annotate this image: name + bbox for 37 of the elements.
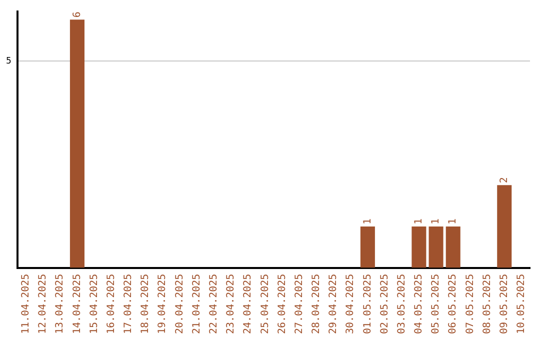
x-tick-label: 30.04.2025 <box>345 274 356 334</box>
data-label: 1 <box>362 218 374 224</box>
data-label: 1 <box>414 218 425 224</box>
x-tick-label: 26.04.2025 <box>276 274 288 334</box>
data-label: 2 <box>498 177 510 184</box>
x-tick-label: 02.05.2025 <box>379 274 390 334</box>
x-tick-label: 15.04.2025 <box>88 274 100 334</box>
x-tick-label: 07.05.2025 <box>464 274 476 334</box>
x-tick-label: 28.04.2025 <box>311 274 322 334</box>
x-tick-label: 03.05.2025 <box>396 274 408 334</box>
data-label: 1 <box>448 218 459 224</box>
y-tick-label: 5 <box>6 56 12 66</box>
x-tick-label: 12.04.2025 <box>38 274 49 334</box>
x-tick-label: 01.05.2025 <box>362 274 374 334</box>
x-tick-label: 21.04.2025 <box>191 274 202 334</box>
x-tick-label: 22.04.2025 <box>208 274 220 334</box>
x-tick-label: 23.04.2025 <box>226 274 237 334</box>
x-tick-label: 13.04.2025 <box>54 274 66 334</box>
x-tick-label: 09.05.2025 <box>498 274 510 334</box>
x-tick-label: 06.05.2025 <box>448 274 459 334</box>
x-tick-label: 05.05.2025 <box>430 274 442 334</box>
x-tick-label: 14.04.2025 <box>72 274 83 334</box>
x-tick-label: 04.05.2025 <box>414 274 425 334</box>
x-tick-label: 29.04.2025 <box>328 274 340 334</box>
data-label: 6 <box>72 12 83 18</box>
data-label: 1 <box>430 218 442 224</box>
x-tick-label: 19.04.2025 <box>157 274 168 334</box>
x-tick-label: 18.04.2025 <box>140 274 152 334</box>
x-tick-label: 16.04.2025 <box>106 274 117 334</box>
x-tick-label: 27.04.2025 <box>294 274 305 334</box>
x-tick-label: 08.05.2025 <box>482 274 493 334</box>
x-tick-label: 10.05.2025 <box>516 274 528 334</box>
x-tick-label: 11.04.2025 <box>20 274 32 334</box>
x-tick-label: 24.04.2025 <box>242 274 254 334</box>
x-tick-label: 25.04.2025 <box>260 274 271 334</box>
x-tick-label: 17.04.2025 <box>123 274 134 334</box>
x-tick-label: 20.04.2025 <box>174 274 186 334</box>
